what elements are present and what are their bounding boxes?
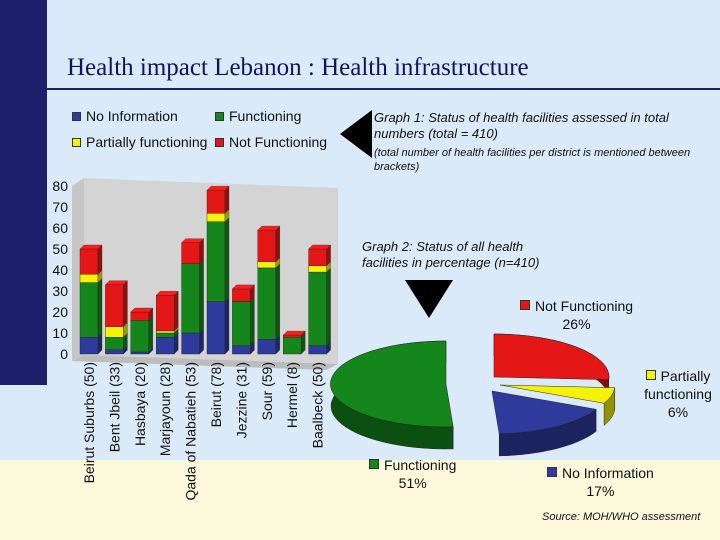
pie-slice [491, 390, 597, 435]
bar-stack [130, 307, 154, 355]
y-tick-label: 80 [52, 178, 68, 194]
x-tick-label: Qada of Nabatieh (53) [183, 362, 199, 501]
x-tick-label: Baalbeck (50) [310, 362, 326, 448]
title-underline [47, 88, 720, 90]
pie-slice [330, 340, 454, 428]
bar-top [282, 330, 306, 336]
legend-item-functioning: Functioning [215, 108, 301, 124]
pie-label-functioning: Functioning 51% [369, 456, 456, 492]
pie-label-swatch [547, 467, 557, 477]
pie-slice [493, 333, 610, 380]
pie-label-name: Functioning [384, 457, 457, 473]
pie-slices-group [330, 333, 616, 457]
pie-label-no-information: No Information 17% [547, 464, 654, 500]
y-tick-label: 70 [52, 199, 68, 215]
pie-label-swatch [645, 370, 656, 380]
graph2-caption: Graph 2: Status of all health facilities… [362, 239, 540, 270]
legend-swatch [72, 111, 81, 121]
bar-stack [206, 185, 230, 355]
bar-top [206, 186, 230, 191]
x-tick-label: Sour (59) [259, 362, 275, 420]
pie-label-swatch [520, 300, 530, 310]
legend-label: Partially functioning [86, 134, 208, 150]
legend-item-partially-functioning: Partially functioning [72, 134, 207, 150]
bar-stack [308, 244, 331, 355]
bar-top [308, 244, 331, 250]
bar-top [181, 238, 204, 243]
pie-label-not-functioning: Not Functioning 26% [520, 297, 633, 333]
bar-chart-floor [72, 355, 338, 370]
pie-slice [499, 384, 616, 404]
x-tick-label: Hermel (8) [284, 362, 300, 428]
bar-top [105, 280, 128, 285]
pie-label-name: No Information [562, 465, 654, 481]
legend-label: Functioning [229, 108, 302, 124]
pie-label-swatch [369, 459, 379, 469]
graph1-note: (total number of health facilities per d… [374, 147, 691, 173]
y-tick-label: 10 [52, 325, 68, 341]
legend-item-not-functioning: Not Functioning [215, 134, 327, 150]
bar-top [155, 291, 179, 296]
bar-top [79, 244, 103, 250]
bar-top [257, 225, 281, 231]
left-accent-bar [0, 0, 47, 385]
legend-label: No Information [86, 108, 178, 124]
bar-stack [155, 290, 179, 355]
source-note: Source: MOH/WHO assessment [542, 511, 701, 523]
bar-stack [79, 244, 103, 355]
bottom-band [0, 460, 720, 540]
x-tick-label: Beirut Suburbs (50) [81, 362, 97, 483]
y-tick-label: 30 [52, 283, 68, 299]
y-tick-label: 50 [52, 241, 68, 257]
y-tick-label: 20 [52, 304, 68, 320]
bar-stack [257, 225, 281, 355]
legend-swatch [215, 111, 224, 121]
pie-label-value: 26% [562, 316, 591, 332]
y-axis: 0 10 20 30 40 50 60 70 80 [52, 178, 68, 362]
bar-top [232, 284, 255, 290]
y-tick-label: 60 [52, 220, 68, 236]
x-tick-label: Marjayoun (28) [157, 362, 173, 456]
graph2-pointer-arrow [405, 280, 453, 318]
bar-stack [232, 284, 255, 355]
bar-stack [105, 280, 128, 355]
pie-label-value: 17% [586, 483, 615, 499]
x-tick-label: Beirut (78) [208, 362, 224, 427]
pie-label-name: Not Functioning [535, 298, 634, 314]
legend-swatch [215, 137, 224, 147]
pie-label-partially-functioning: Partially functioning 6% [636, 367, 720, 421]
pie-label-value: 51% [398, 475, 427, 491]
y-tick-label: 0 [60, 346, 68, 362]
legend-label: Not Functioning [229, 134, 328, 150]
page-title: Health impact Lebanon : Health infrastru… [67, 54, 529, 81]
legend-item-no-information: No Information [72, 108, 178, 124]
pie-label-name: Partially functioning [644, 368, 712, 402]
legend-swatch [72, 137, 81, 147]
bar-series-group [79, 185, 331, 355]
pie-label-value: 6% [667, 404, 689, 420]
bar-top [130, 307, 154, 313]
y-tick-label: 40 [52, 262, 68, 278]
graph1-pointer-arrow [340, 110, 372, 158]
graph1-caption: Graph 1: Status of health facilities ass… [374, 110, 669, 141]
x-tick-label: Bent Jbeil (33) [106, 362, 122, 452]
x-tick-label: Jezzine (31) [233, 362, 249, 438]
bar-stack [282, 330, 306, 355]
bar-stack [181, 238, 204, 355]
x-tick-label: Hasbaya (20) [132, 362, 148, 446]
x-axis: Beirut Suburbs (50) Bent Jbeil (33) Hasbay… [81, 362, 326, 501]
graph1-caption-block: Graph 1: Status of health facilities ass… [374, 110, 694, 174]
